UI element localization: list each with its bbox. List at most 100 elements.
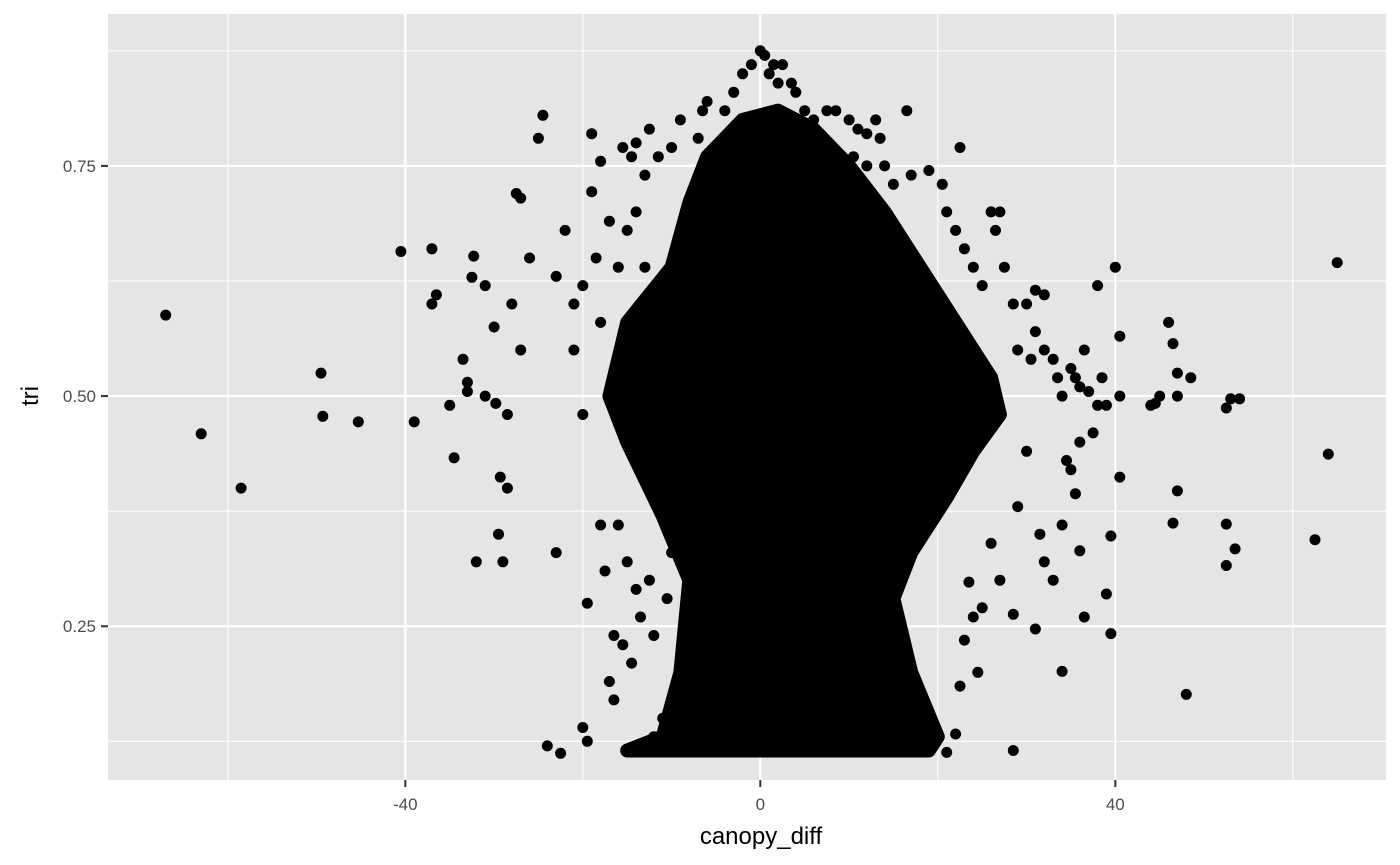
- data-point: [701, 96, 713, 107]
- data-point: [1234, 393, 1246, 405]
- x-axis-ticks: -40 0 40: [393, 780, 1125, 814]
- data-point: [799, 105, 811, 117]
- data-point: [1021, 445, 1033, 457]
- data-point: [785, 77, 797, 89]
- data-point: [990, 224, 1001, 236]
- data-point: [639, 261, 651, 273]
- data-point: [1078, 344, 1090, 356]
- x-tick-label: 40: [1106, 795, 1125, 814]
- data-point: [1069, 372, 1081, 384]
- data-point: [1092, 399, 1104, 411]
- data-point: [808, 114, 820, 126]
- data-point: [1167, 517, 1179, 529]
- data-point: [648, 630, 660, 641]
- data-point: [985, 537, 997, 549]
- data-point: [160, 309, 172, 321]
- data-point: [1180, 688, 1192, 700]
- data-point: [1029, 326, 1041, 338]
- data-point: [559, 224, 571, 236]
- data-point: [1083, 386, 1095, 397]
- data-point: [550, 547, 562, 559]
- data-point: [1185, 372, 1197, 384]
- data-point: [1038, 556, 1050, 568]
- data-point: [195, 428, 207, 440]
- data-point: [1171, 367, 1183, 379]
- data-point: [1078, 611, 1090, 623]
- data-point: [674, 114, 686, 126]
- data-point: [479, 280, 491, 292]
- data-point: [728, 86, 740, 98]
- data-point: [901, 105, 913, 117]
- data-point: [532, 132, 544, 144]
- data-point: [490, 397, 502, 409]
- data-point: [1163, 316, 1175, 328]
- data-point: [461, 376, 473, 388]
- data-point: [998, 261, 1010, 273]
- data-point: [1100, 399, 1112, 411]
- data-point: [524, 252, 536, 264]
- data-point: [666, 142, 678, 153]
- data-point: [617, 142, 629, 153]
- data-point: [586, 128, 598, 140]
- data-point: [1100, 588, 1112, 600]
- data-point: [468, 250, 480, 262]
- data-point: [950, 224, 962, 236]
- data-point: [426, 298, 438, 310]
- data-point: [777, 59, 788, 71]
- data-point: [887, 178, 899, 190]
- data-point: [1171, 390, 1183, 402]
- data-point: [315, 367, 327, 379]
- data-point: [719, 105, 731, 117]
- data-point: [555, 747, 567, 759]
- data-point: [235, 482, 247, 494]
- data-point: [1220, 518, 1232, 530]
- data-point: [595, 316, 607, 328]
- data-point: [1114, 330, 1126, 342]
- data-point: [1220, 402, 1232, 414]
- data-point: [848, 151, 859, 163]
- data-point: [608, 694, 620, 706]
- data-point: [426, 243, 438, 255]
- data-point: [661, 593, 673, 605]
- data-point: [608, 630, 620, 641]
- data-point: [1105, 628, 1117, 640]
- data-point: [493, 528, 504, 540]
- data-point: [1007, 608, 1019, 620]
- dense-region-mark: [602, 103, 1007, 758]
- data-point: [1069, 488, 1081, 500]
- data-point: [1114, 390, 1126, 402]
- data-point: [905, 169, 917, 181]
- data-point: [494, 471, 506, 483]
- dense-point-cloud: [602, 103, 1007, 758]
- data-point: [967, 611, 979, 623]
- data-point: [1322, 448, 1334, 460]
- data-point: [568, 298, 580, 310]
- data-point: [1012, 344, 1024, 356]
- data-point: [537, 109, 549, 121]
- data-point: [861, 160, 873, 172]
- data-point: [626, 657, 638, 669]
- data-point: [1038, 344, 1050, 356]
- data-point: [994, 206, 1006, 218]
- data-point: [1074, 381, 1086, 393]
- data-point: [612, 519, 624, 531]
- data-point: [1065, 464, 1077, 476]
- data-point: [626, 151, 638, 163]
- data-point: [595, 155, 607, 167]
- data-point: [790, 86, 802, 98]
- data-point: [1220, 560, 1232, 571]
- data-point: [630, 583, 642, 595]
- data-point: [603, 676, 615, 687]
- data-point: [1154, 390, 1166, 402]
- x-tick-label: 0: [756, 795, 765, 814]
- data-point: [657, 712, 669, 724]
- data-point: [395, 246, 407, 257]
- data-point: [577, 722, 589, 733]
- data-point: [1105, 530, 1117, 542]
- data-point: [1114, 471, 1126, 483]
- data-point: [1056, 390, 1068, 402]
- data-point: [497, 556, 509, 568]
- data-point: [408, 416, 420, 428]
- data-point: [923, 165, 935, 176]
- data-point: [976, 280, 988, 292]
